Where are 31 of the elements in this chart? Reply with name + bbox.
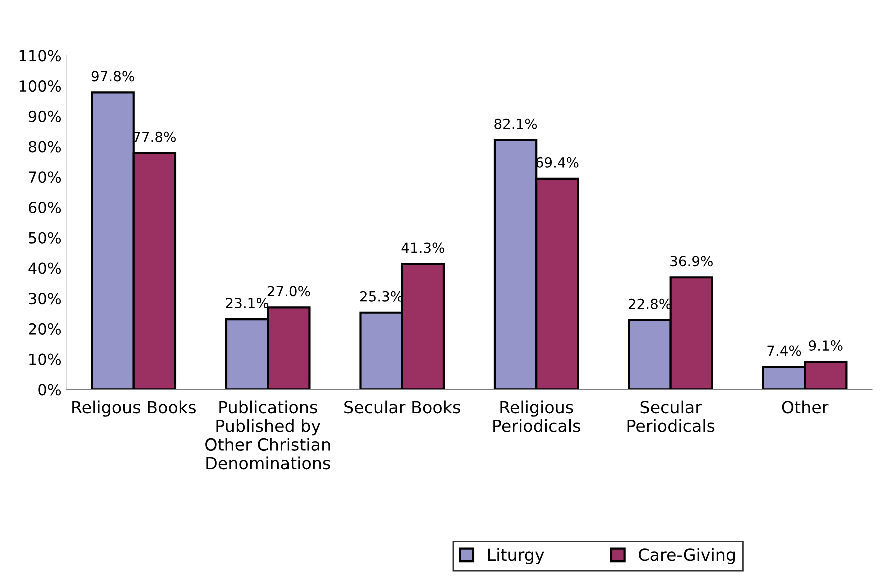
x-tick-label: Religous Books bbox=[72, 400, 196, 417]
data-label: 9.1% bbox=[809, 340, 843, 352]
x-tick-label: Other bbox=[782, 400, 829, 414]
y-tick-label: 110% bbox=[20, 50, 62, 62]
x-tick-label: Secular Periodicals bbox=[628, 400, 715, 432]
y-tick-label: 0% bbox=[38, 384, 62, 396]
y-tick-label: 30% bbox=[29, 293, 62, 305]
y-tick-label: 100% bbox=[20, 80, 62, 92]
data-label: 36.9% bbox=[670, 256, 713, 267]
legend-label: Liturgy bbox=[488, 548, 544, 564]
data-label: 82.1% bbox=[494, 118, 538, 130]
data-label: 41.3% bbox=[402, 242, 444, 254]
data-label: 25.3% bbox=[360, 291, 403, 302]
y-tick-label: 60% bbox=[29, 202, 62, 214]
data-label: 97.8% bbox=[92, 71, 134, 82]
y-tick-label: 50% bbox=[29, 232, 62, 244]
y-tick-label: 70% bbox=[29, 172, 62, 184]
data-label: 27.0% bbox=[268, 286, 310, 297]
legend-label: Care-Giving bbox=[639, 548, 736, 564]
x-tick-label: Publications Published by Other Christian Denominations bbox=[206, 400, 330, 470]
y-tick-label: 10% bbox=[30, 354, 62, 366]
data-label: 7.4% bbox=[768, 346, 802, 356]
data-label: 22.8% bbox=[628, 298, 672, 310]
x-tick-label: Religious Periodicals bbox=[494, 400, 580, 432]
y-tick-label: 90% bbox=[28, 110, 62, 122]
y-tick-label: 80% bbox=[28, 141, 62, 153]
x-tick-label: Secular Books bbox=[344, 400, 460, 414]
data-label: 69.4% bbox=[536, 157, 579, 168]
y-tick-label: 40% bbox=[28, 262, 62, 274]
y-tick-label: 20% bbox=[29, 323, 62, 335]
data-label: 23.1% bbox=[226, 298, 269, 309]
